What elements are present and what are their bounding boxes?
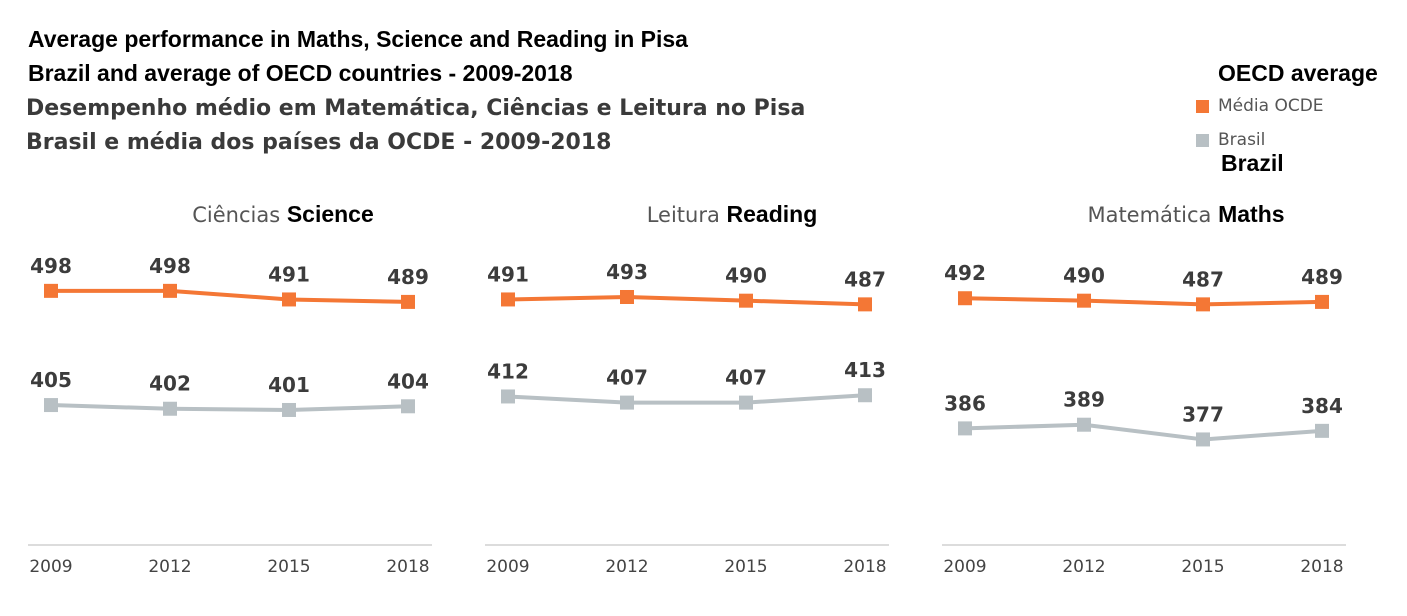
chart-title-en: Average performance in Maths, Science an… xyxy=(28,26,688,52)
panel-title-en: Maths xyxy=(1218,201,1284,227)
panel-title: Leitura Reading xyxy=(647,201,818,227)
x-tick-label: 2009 xyxy=(29,557,72,577)
point-marker-brasil xyxy=(858,388,872,403)
data-label-brasil: 407 xyxy=(606,366,648,390)
data-label-brasil: 413 xyxy=(844,358,886,382)
data-label-brasil: 405 xyxy=(30,368,72,392)
chart-subtitle-pt: Brasil e média dos países da OCDE - 2009… xyxy=(26,130,612,155)
data-label-oecd: 487 xyxy=(844,267,886,291)
data-label-brasil: 377 xyxy=(1182,402,1224,426)
data-label-oecd: 490 xyxy=(1063,264,1105,288)
x-tick-label: 2018 xyxy=(843,557,886,577)
legend-label-oecd: Média OCDE xyxy=(1218,96,1324,116)
point-marker-oecd xyxy=(501,292,515,307)
data-label-oecd: 492 xyxy=(944,261,986,285)
point-marker-oecd xyxy=(282,292,296,307)
point-marker-brasil xyxy=(1315,423,1329,438)
panel-title-pt: Ciências xyxy=(192,203,287,227)
legend-footer: Brazil xyxy=(1221,150,1284,176)
chart-title-pt: Desempenho médio em Matemática, Ciências… xyxy=(26,96,806,121)
point-marker-oecd xyxy=(1315,294,1329,309)
point-marker-oecd xyxy=(858,297,872,312)
series-line-brasil xyxy=(964,422,1323,442)
data-label-brasil: 384 xyxy=(1301,394,1343,418)
point-marker-brasil xyxy=(958,421,972,436)
point-marker-brasil xyxy=(401,399,415,414)
point-marker-oecd xyxy=(1196,297,1210,312)
panel-title-en: Science xyxy=(287,201,374,227)
chart-subtitle-en: Brazil and average of OECD countries - 2… xyxy=(28,60,573,86)
series-line-brasil xyxy=(50,403,409,412)
legend-label-brasil: Brasil xyxy=(1218,130,1266,150)
data-label-oecd: 498 xyxy=(30,254,72,278)
point-marker-brasil xyxy=(739,395,753,410)
x-tick-label: 2018 xyxy=(1300,557,1343,577)
x-tick-label: 2012 xyxy=(605,557,648,577)
data-label-oecd: 491 xyxy=(268,262,310,286)
data-label-brasil: 412 xyxy=(487,359,529,383)
legend-swatch-brasil xyxy=(1196,133,1209,147)
point-marker-oecd xyxy=(958,291,972,306)
legend: OECD average Média OCDE Brasil Brazil xyxy=(1196,60,1401,180)
legend-item-brasil: Brasil xyxy=(1196,130,1265,150)
x-tick-label: 2009 xyxy=(486,557,529,577)
data-label-oecd: 493 xyxy=(606,260,648,284)
x-tick-label: 2009 xyxy=(943,557,986,577)
legend-heading: OECD average xyxy=(1218,60,1378,86)
series-line-brasil xyxy=(507,393,866,405)
series-line-oecd xyxy=(507,294,866,307)
panel-title: Ciências Science xyxy=(192,201,374,227)
x-tick-label: 2015 xyxy=(267,557,310,577)
point-marker-oecd xyxy=(739,293,753,308)
point-marker-oecd xyxy=(1077,293,1091,308)
x-tick-label: 2015 xyxy=(724,557,767,577)
data-label-oecd: 490 xyxy=(725,264,767,288)
point-marker-brasil xyxy=(1196,432,1210,447)
data-label-oecd: 498 xyxy=(149,254,191,278)
point-marker-brasil xyxy=(501,389,515,404)
x-tick-label: 2012 xyxy=(1062,557,1105,577)
point-marker-oecd xyxy=(163,283,177,298)
point-marker-brasil xyxy=(620,395,634,410)
point-marker-brasil xyxy=(1077,417,1091,432)
x-tick-label: 2012 xyxy=(148,557,191,577)
data-label-brasil: 389 xyxy=(1063,388,1105,412)
data-label-brasil: 386 xyxy=(944,391,986,415)
point-marker-oecd xyxy=(401,294,415,309)
series-line-oecd xyxy=(964,296,1323,307)
data-label-brasil: 401 xyxy=(268,373,310,397)
data-label-brasil: 402 xyxy=(149,372,191,396)
point-marker-brasil xyxy=(282,402,296,417)
data-label-oecd: 489 xyxy=(1301,265,1343,289)
point-marker-brasil xyxy=(44,398,58,413)
panel-title-en: Reading xyxy=(727,201,818,227)
data-label-oecd: 489 xyxy=(387,265,429,289)
data-label-oecd: 487 xyxy=(1182,267,1224,291)
x-tick-label: 2018 xyxy=(386,557,429,577)
x-tick-label: 2015 xyxy=(1181,557,1224,577)
series-line-oecd xyxy=(51,288,409,304)
data-label-brasil: 407 xyxy=(725,366,767,390)
panel-title-pt: Matemática xyxy=(1087,203,1218,227)
data-label-oecd: 491 xyxy=(487,262,529,286)
panel-title: Matemática Maths xyxy=(1087,201,1284,227)
point-marker-brasil xyxy=(163,401,177,416)
legend-swatch-oecd xyxy=(1196,99,1209,113)
point-marker-oecd xyxy=(620,289,634,304)
panel-title-pt: Leitura xyxy=(647,203,727,227)
data-label-brasil: 404 xyxy=(387,369,429,393)
point-marker-oecd xyxy=(44,283,58,298)
legend-item-oecd: Média OCDE xyxy=(1196,96,1324,116)
